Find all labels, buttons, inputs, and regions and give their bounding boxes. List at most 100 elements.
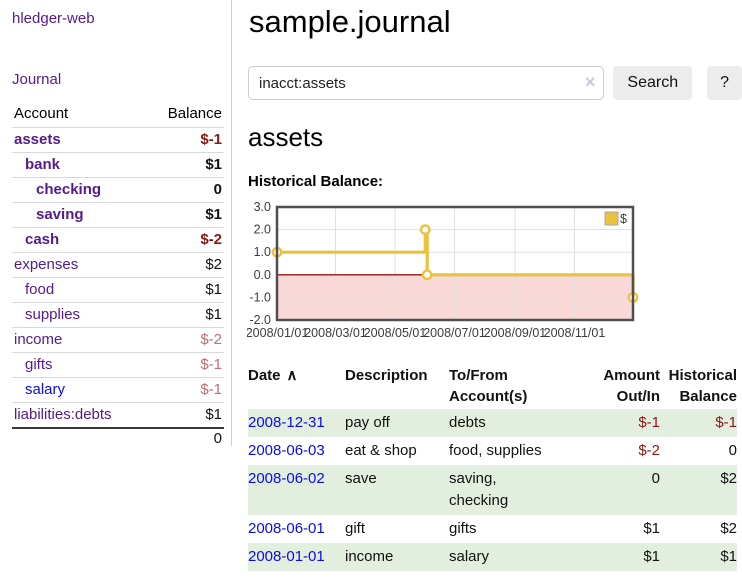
transaction-row: 2008-06-03 eat & shop food, supplies $-2… bbox=[248, 437, 737, 465]
clear-search-icon[interactable]: × bbox=[584, 72, 596, 92]
column-header-balance: Historical Balance bbox=[668, 367, 737, 405]
transaction-balance: $-1 bbox=[715, 414, 737, 431]
account-row: expenses $2 bbox=[12, 252, 224, 278]
transaction-date-link[interactable]: 2008-01-01 bbox=[248, 548, 325, 565]
account-link[interactable]: saving bbox=[36, 206, 84, 223]
transaction-description: income bbox=[345, 548, 394, 565]
account-link[interactable]: income bbox=[14, 331, 63, 348]
account-row: salary $-1 bbox=[12, 377, 224, 403]
account-link[interactable]: food bbox=[25, 281, 55, 298]
account-balance: $-2 bbox=[118, 227, 224, 253]
transaction-amount: 0 bbox=[651, 470, 660, 487]
transactions-table: Date ∧ Description To/From Account(s) Amo… bbox=[248, 363, 737, 571]
account-balance: $1 bbox=[118, 402, 224, 428]
transaction-date-link[interactable]: 2008-06-01 bbox=[248, 520, 325, 537]
transaction-balance: 0 bbox=[728, 442, 737, 459]
account-link[interactable]: bank bbox=[25, 156, 61, 173]
transaction-accounts: food, supplies bbox=[449, 442, 542, 459]
transaction-date-link[interactable]: 2008-12-31 bbox=[248, 414, 325, 431]
help-button[interactable]: ? bbox=[707, 66, 742, 100]
account-link[interactable]: checking bbox=[36, 181, 102, 198]
account-link[interactable]: expenses bbox=[14, 256, 79, 273]
account-balance: $1 bbox=[118, 152, 224, 178]
account-link[interactable]: cash bbox=[25, 231, 60, 248]
account-row: bank $1 bbox=[12, 152, 224, 178]
svg-text:2008/01/01: 2008/01/01 bbox=[247, 326, 308, 340]
journal-link[interactable]: Journal bbox=[12, 71, 62, 88]
account-row: saving $1 bbox=[12, 202, 224, 228]
search-input[interactable] bbox=[248, 66, 605, 100]
account-row: food $1 bbox=[12, 277, 224, 303]
account-balance: 0 bbox=[118, 177, 224, 203]
accounts-header-account: Account bbox=[14, 105, 69, 122]
search-form: × Search ? bbox=[248, 66, 742, 100]
account-link[interactable]: assets bbox=[14, 131, 61, 148]
sort-ascending-icon: ∧ bbox=[286, 367, 298, 384]
transaction-accounts: gifts bbox=[449, 520, 477, 537]
transactions-header-row: Date ∧ Description To/From Account(s) Amo… bbox=[248, 363, 737, 409]
svg-text:-2.0: -2.0 bbox=[249, 313, 271, 327]
transaction-row: 2008-06-01 gift gifts $1 $2 bbox=[248, 515, 737, 543]
transaction-amount: $-2 bbox=[638, 442, 660, 459]
accounts-total-row: 0 bbox=[12, 427, 224, 448]
transaction-balance: $1 bbox=[720, 548, 737, 565]
account-balance: $-1 bbox=[118, 127, 224, 153]
transaction-row: 2008-12-31 pay off debts $-1 $-1 bbox=[248, 409, 737, 437]
account-balance: $1 bbox=[118, 302, 224, 328]
account-link[interactable]: gifts bbox=[25, 356, 53, 373]
transaction-description: save bbox=[345, 470, 377, 487]
account-balance: $-1 bbox=[118, 352, 224, 378]
account-balance: $1 bbox=[118, 277, 224, 303]
transaction-accounts: saving, checking bbox=[449, 470, 509, 509]
transaction-accounts: salary bbox=[449, 548, 490, 565]
account-link[interactable]: liabilities:debts bbox=[14, 406, 112, 423]
transaction-amount: $1 bbox=[643, 548, 660, 565]
account-link[interactable]: salary bbox=[25, 381, 66, 398]
accounts-total: 0 bbox=[118, 427, 224, 448]
transaction-description: pay off bbox=[345, 414, 390, 431]
transaction-accounts: debts bbox=[449, 414, 486, 431]
svg-text:2.0: 2.0 bbox=[254, 223, 271, 237]
transaction-date-link[interactable]: 2008-06-03 bbox=[248, 442, 325, 459]
historical-balance-chart: $3.0 2.0 1.0 0.0 -1.0 -2.02008/01/012008/03/0… bbox=[247, 200, 639, 340]
svg-text:2008/09/01: 2008/09/01 bbox=[484, 326, 547, 340]
account-row: supplies $1 bbox=[12, 302, 224, 328]
column-header-accounts: To/From Account(s) bbox=[449, 367, 528, 405]
transaction-date-link[interactable]: 2008-06-02 bbox=[248, 470, 325, 487]
transaction-balance: $2 bbox=[720, 520, 737, 537]
account-link[interactable]: supplies bbox=[25, 306, 81, 323]
column-header-amount: Amount Out/In bbox=[603, 367, 660, 405]
account-balance: $2 bbox=[118, 252, 224, 278]
account-row: income $-2 bbox=[12, 327, 224, 353]
account-balance: $1 bbox=[118, 202, 224, 228]
transaction-description: gift bbox=[345, 520, 366, 537]
transaction-row: 2008-06-02 save saving, checking 0 $2 bbox=[248, 465, 737, 515]
svg-text:2008/05/01: 2008/05/01 bbox=[364, 326, 427, 340]
svg-text:-1.0: -1.0 bbox=[249, 290, 271, 304]
search-button[interactable]: Search bbox=[613, 66, 693, 100]
account-balance: $-1 bbox=[118, 377, 224, 403]
accounts-table: Account Balance assets $-1 bank $1 check… bbox=[12, 102, 224, 448]
svg-text:0.0: 0.0 bbox=[254, 268, 271, 282]
brand-link[interactable]: hledger-web bbox=[12, 10, 95, 27]
transaction-balance: $2 bbox=[720, 470, 737, 487]
account-row: gifts $-1 bbox=[12, 352, 224, 378]
main-content: sample.journal × Search ? assets Histori… bbox=[247, 0, 742, 582]
account-row: assets $-1 bbox=[12, 127, 224, 153]
column-header-date[interactable]: Date ∧ bbox=[248, 367, 298, 384]
account-heading: assets bbox=[248, 122, 324, 152]
account-balance: $-2 bbox=[118, 327, 224, 353]
svg-text:1.0: 1.0 bbox=[254, 245, 271, 259]
svg-text:2008/11/01: 2008/11/01 bbox=[544, 326, 606, 340]
account-row: cash $-2 bbox=[12, 227, 224, 253]
historical-balance-label: Historical Balance: bbox=[248, 173, 384, 190]
page-title: sample.journal bbox=[249, 4, 451, 39]
transaction-row: 2008-01-01 income salary $1 $1 bbox=[248, 543, 737, 571]
sidebar: hledger-web Journal Account Balance asse… bbox=[0, 0, 232, 448]
svg-text:3.0: 3.0 bbox=[254, 200, 271, 214]
account-row: liabilities:debts $1 bbox=[12, 402, 224, 428]
column-header-description: Description bbox=[345, 367, 428, 384]
svg-text:$: $ bbox=[620, 212, 627, 226]
account-row: checking 0 bbox=[12, 177, 224, 203]
svg-text:2008/03/01: 2008/03/01 bbox=[304, 326, 367, 340]
